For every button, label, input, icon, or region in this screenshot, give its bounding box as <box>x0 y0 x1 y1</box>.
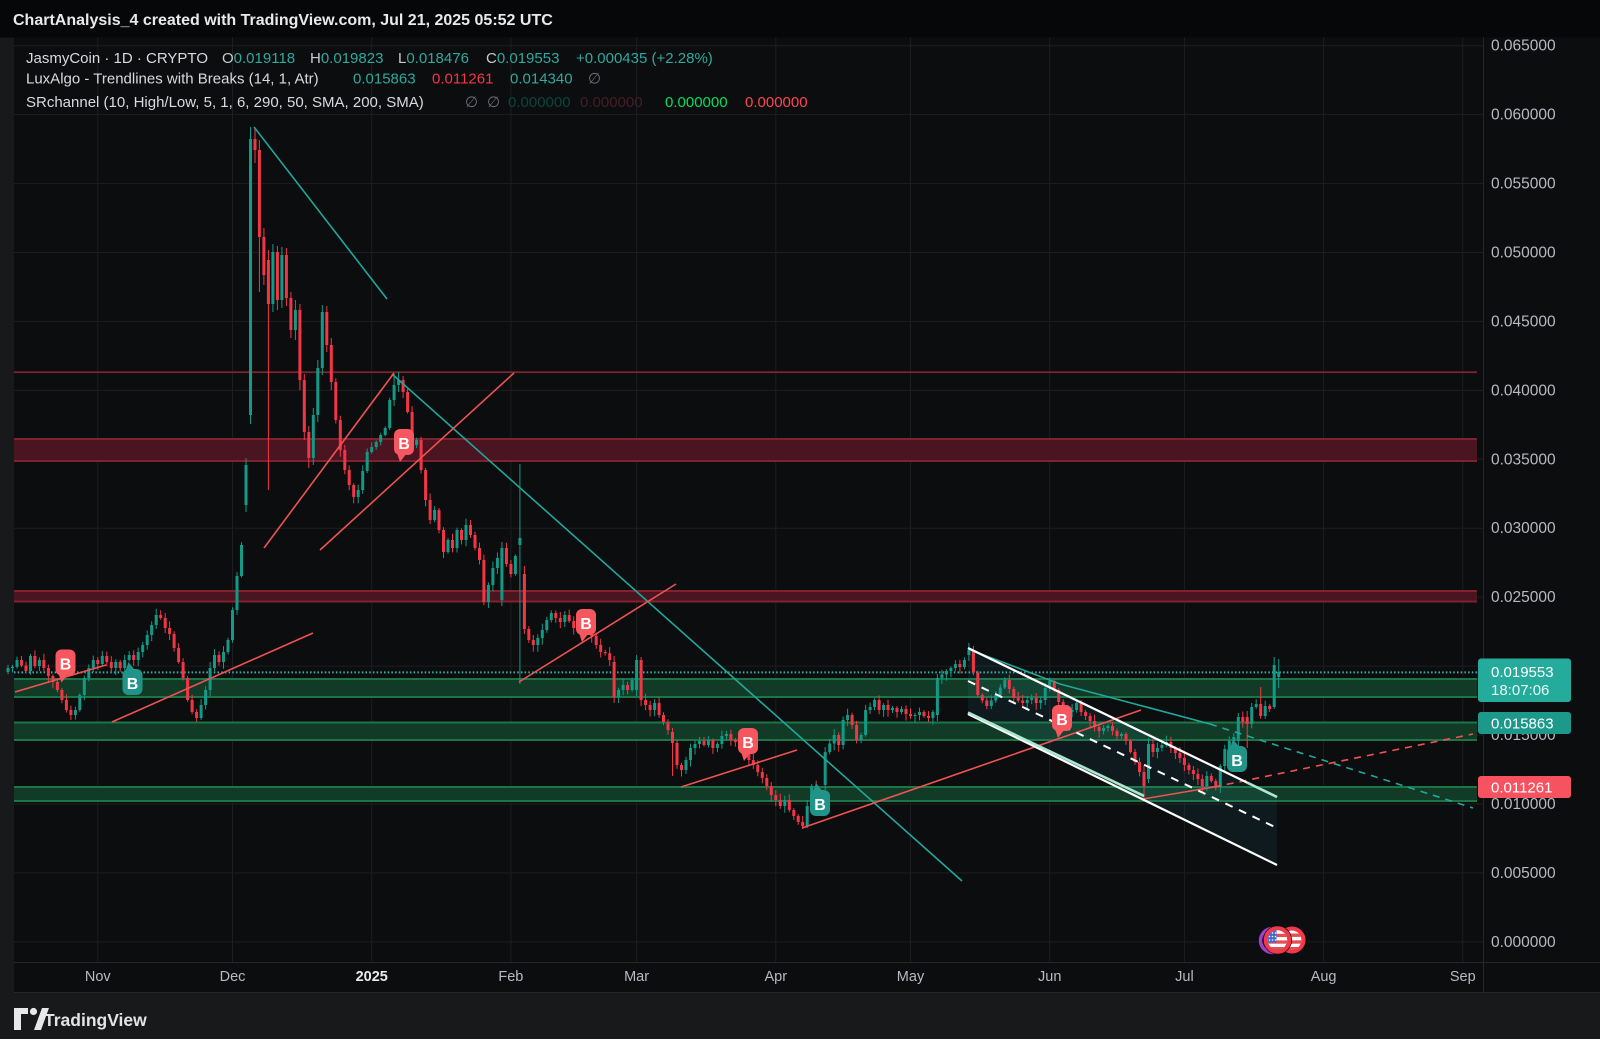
svg-text:Aug: Aug <box>1311 969 1337 985</box>
svg-text:Feb: Feb <box>498 969 523 985</box>
svg-text:ChartAnalysis_4 created with T: ChartAnalysis_4 created with TradingView… <box>13 12 553 29</box>
svg-text:0.030000: 0.030000 <box>1491 520 1556 537</box>
svg-text:0.000000: 0.000000 <box>508 94 571 111</box>
svg-text:C0.019553: C0.019553 <box>486 50 559 67</box>
svg-text:Jun: Jun <box>1038 969 1061 985</box>
svg-text:B: B <box>1056 712 1068 729</box>
svg-text:Apr: Apr <box>765 969 788 985</box>
svg-text:0.011261: 0.011261 <box>1491 780 1552 797</box>
svg-text:2025: 2025 <box>356 969 388 985</box>
svg-text:B: B <box>398 436 410 453</box>
svg-text:H0.019823: H0.019823 <box>310 50 383 67</box>
svg-text:JasmyCoin · 1D · CRYPTO: JasmyCoin · 1D · CRYPTO <box>26 50 208 67</box>
svg-text:0.000000: 0.000000 <box>1491 934 1556 951</box>
svg-text:0.000000: 0.000000 <box>745 94 808 111</box>
svg-text:Sep: Sep <box>1450 969 1476 985</box>
svg-text:Jul: Jul <box>1175 969 1194 985</box>
svg-text:May: May <box>897 969 925 985</box>
svg-text:∅: ∅ <box>487 94 500 111</box>
svg-text:0.015863: 0.015863 <box>353 71 416 88</box>
svg-text:B: B <box>580 616 592 633</box>
svg-text:∅: ∅ <box>465 94 478 111</box>
svg-text:L0.018476: L0.018476 <box>398 50 469 67</box>
svg-text:0.025000: 0.025000 <box>1491 589 1556 606</box>
svg-text:B: B <box>60 657 72 674</box>
svg-text:SRchannel (10, High/Low, 5, 1,: SRchannel (10, High/Low, 5, 1, 6, 290, 5… <box>26 94 424 111</box>
svg-text:0.035000: 0.035000 <box>1491 451 1556 468</box>
svg-text:0.040000: 0.040000 <box>1491 382 1556 399</box>
svg-text:0.005000: 0.005000 <box>1491 865 1556 882</box>
svg-text:0.010000: 0.010000 <box>1491 796 1556 813</box>
svg-text:0.014340: 0.014340 <box>510 71 573 88</box>
svg-text:0.015863: 0.015863 <box>1491 716 1554 733</box>
svg-text:0.000000: 0.000000 <box>580 94 643 111</box>
svg-text:0.060000: 0.060000 <box>1491 107 1556 124</box>
svg-text:0.055000: 0.055000 <box>1491 176 1556 193</box>
svg-text:0.019553: 0.019553 <box>1491 664 1554 681</box>
svg-text:18:07:06: 18:07:06 <box>1491 682 1549 699</box>
svg-text:LuxAlgo - Trendlines with Brea: LuxAlgo - Trendlines with Breaks (14, 1,… <box>26 71 319 88</box>
svg-text:0.045000: 0.045000 <box>1491 313 1556 330</box>
svg-text:Nov: Nov <box>85 969 112 985</box>
svg-text:B: B <box>127 676 139 693</box>
svg-text:∅: ∅ <box>588 71 601 88</box>
svg-text:TradingView: TradingView <box>44 1010 147 1030</box>
svg-text:0.065000: 0.065000 <box>1491 38 1556 55</box>
svg-text:0.000000: 0.000000 <box>665 94 728 111</box>
svg-text:0.050000: 0.050000 <box>1491 245 1556 262</box>
svg-text:B: B <box>814 797 826 814</box>
svg-text:Dec: Dec <box>220 969 246 985</box>
svg-text:Mar: Mar <box>624 969 649 985</box>
svg-text:O0.019118: O0.019118 <box>222 50 295 67</box>
svg-text:B: B <box>742 735 754 752</box>
svg-text:0.011261: 0.011261 <box>432 71 493 88</box>
svg-text:B: B <box>1231 753 1243 770</box>
svg-text:+0.000435 (+2.28%): +0.000435 (+2.28%) <box>576 50 713 67</box>
